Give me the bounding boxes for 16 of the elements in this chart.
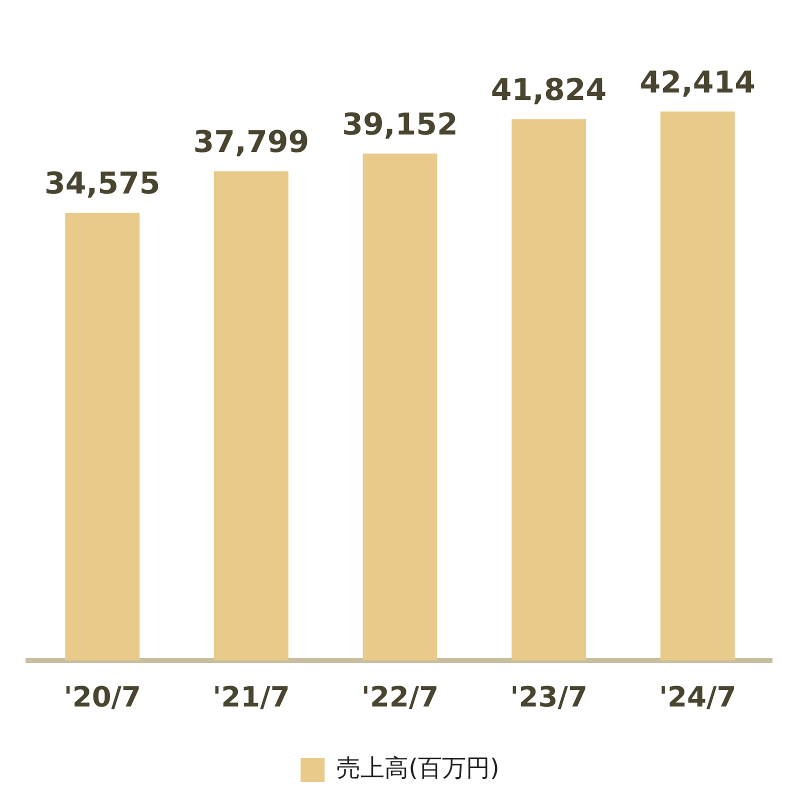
x-tick-label: '21/7 <box>212 680 290 714</box>
data-label: 34,575 <box>44 166 160 202</box>
data-label: 42,414 <box>640 65 756 100</box>
data-label: 39,152 <box>342 107 458 142</box>
x-tick-label: '20/7 <box>64 680 142 714</box>
legend-label: 売上高(百万円) <box>336 754 500 782</box>
bar <box>362 154 438 660</box>
bar <box>214 171 288 660</box>
x-tick-label: '22/7 <box>361 680 439 714</box>
bar <box>65 212 140 660</box>
bar <box>512 119 586 660</box>
x-tick-label: '23/7 <box>510 680 588 714</box>
data-label: 41,824 <box>490 72 607 108</box>
bar <box>660 111 735 660</box>
data-label: 37,799 <box>193 124 310 160</box>
x-tick-label: '24/7 <box>658 680 736 714</box>
